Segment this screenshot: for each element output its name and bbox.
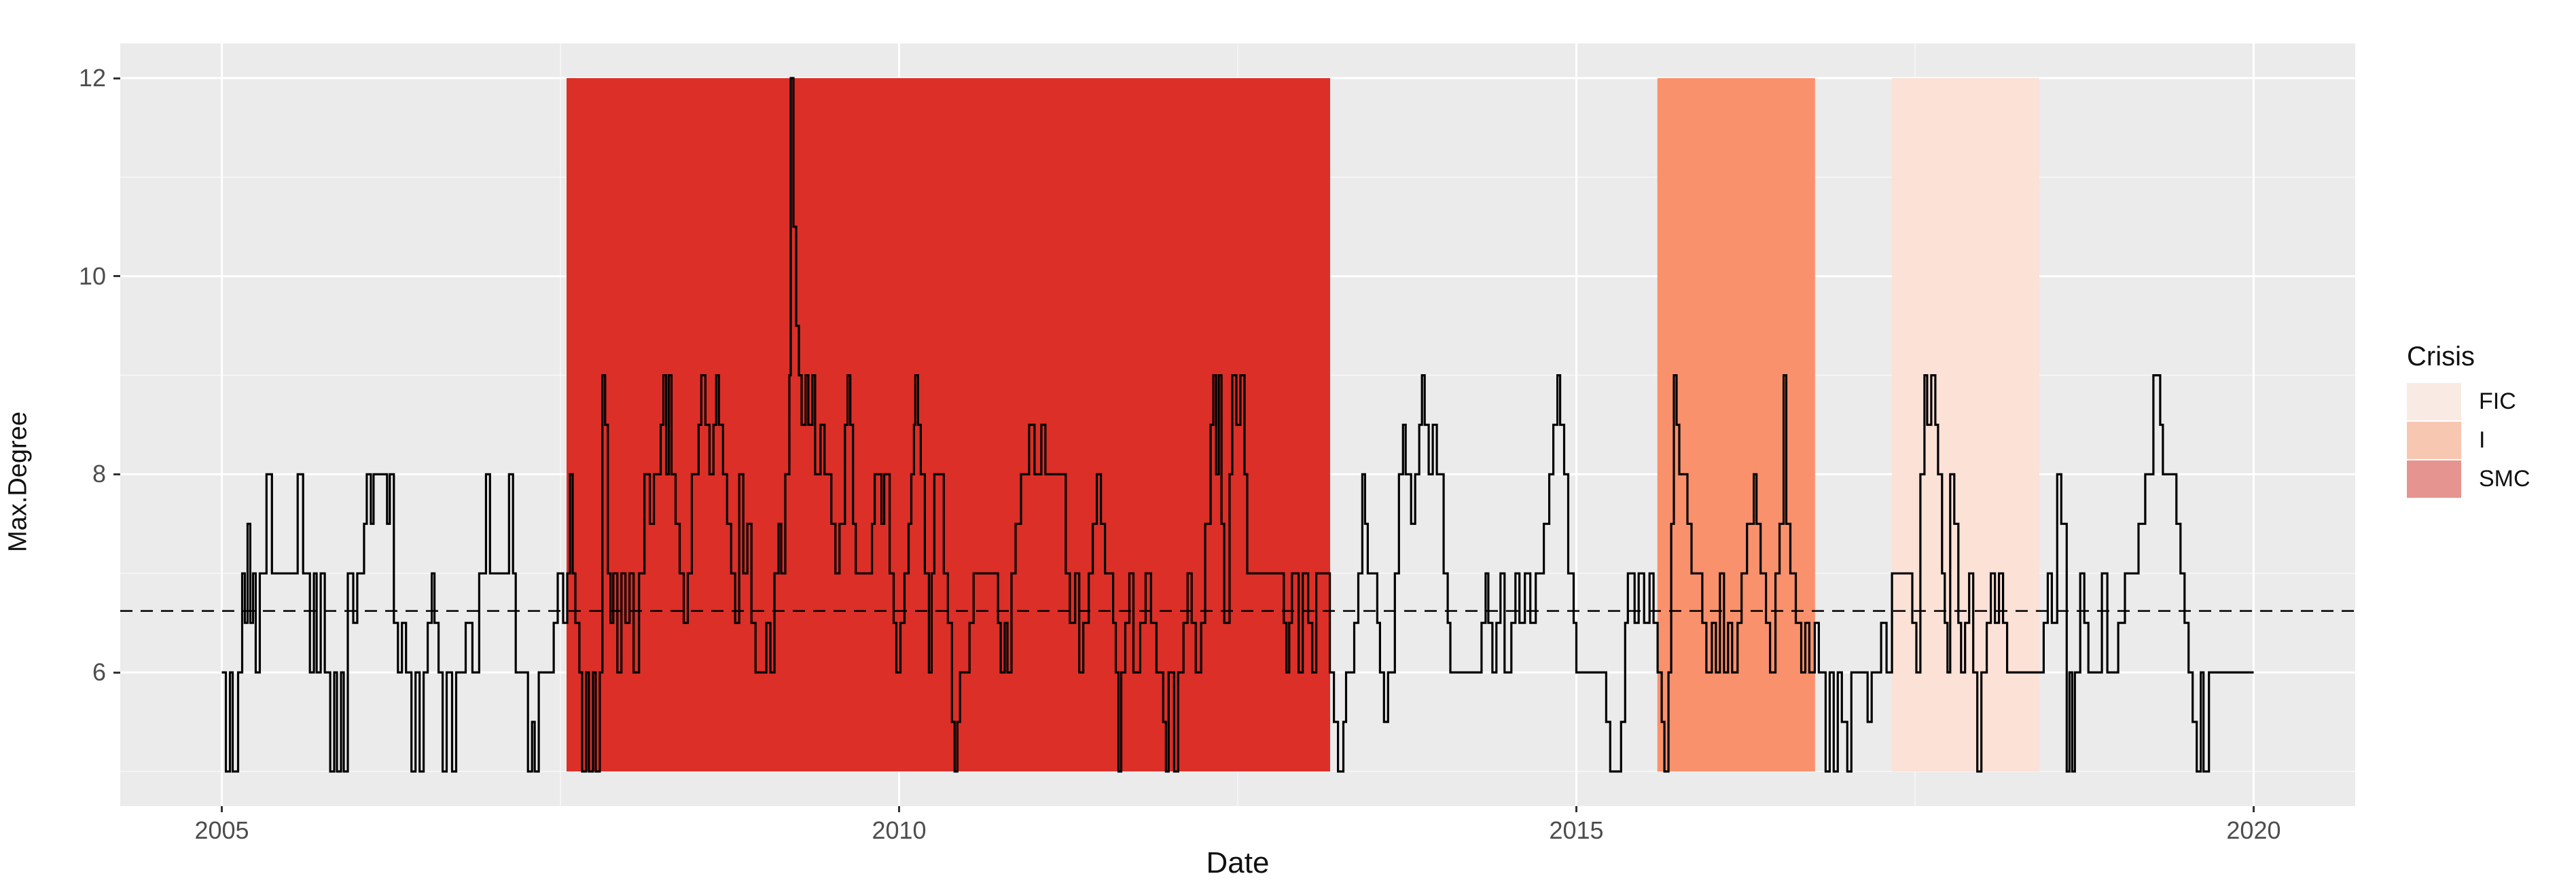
y-tick-label: 10 (78, 261, 106, 290)
x-tick-label: 2020 (2226, 816, 2281, 844)
y-tick-mark (113, 77, 120, 79)
legend-swatch-SMC (2407, 460, 2461, 498)
x-tick-mark (898, 806, 900, 812)
x-tick-mark (1575, 806, 1577, 812)
x-tick-label: 2005 (194, 816, 249, 844)
crisis-region-SMC (567, 78, 1330, 771)
chart-canvas (120, 43, 2355, 806)
legend-swatch-FIC (2407, 383, 2461, 420)
max-degree-step-line (221, 77, 2254, 773)
x-tick-label: 2010 (872, 816, 927, 844)
legend-item-FIC: FIC (2407, 383, 2530, 420)
y-tick-mark (113, 275, 120, 278)
legend-swatch-I (2407, 422, 2461, 459)
y-tick-mark (113, 473, 120, 475)
x-tick-mark (2252, 806, 2255, 812)
legend-item-I: I (2407, 422, 2530, 459)
legend-title: Crisis (2407, 342, 2475, 371)
y-tick-label: 12 (78, 64, 106, 92)
plot-panel (120, 43, 2355, 806)
legend-label: I (2479, 427, 2486, 453)
y-tick-mark (113, 671, 120, 674)
legend-label: SMC (2479, 466, 2530, 492)
y-tick-label: 6 (92, 658, 106, 687)
x-axis-title: Date (1206, 846, 1270, 879)
crisis-region-I (1657, 78, 1815, 771)
y-tick-label: 8 (92, 460, 106, 488)
legend-label: FIC (2479, 388, 2516, 414)
legend: Crisis FIC I SMC (2407, 342, 2530, 499)
x-tick-mark (221, 806, 223, 812)
legend-item-SMC: SMC (2407, 460, 2530, 498)
legend-items: FIC I SMC (2407, 383, 2530, 498)
x-tick-label: 2015 (1549, 816, 1604, 844)
